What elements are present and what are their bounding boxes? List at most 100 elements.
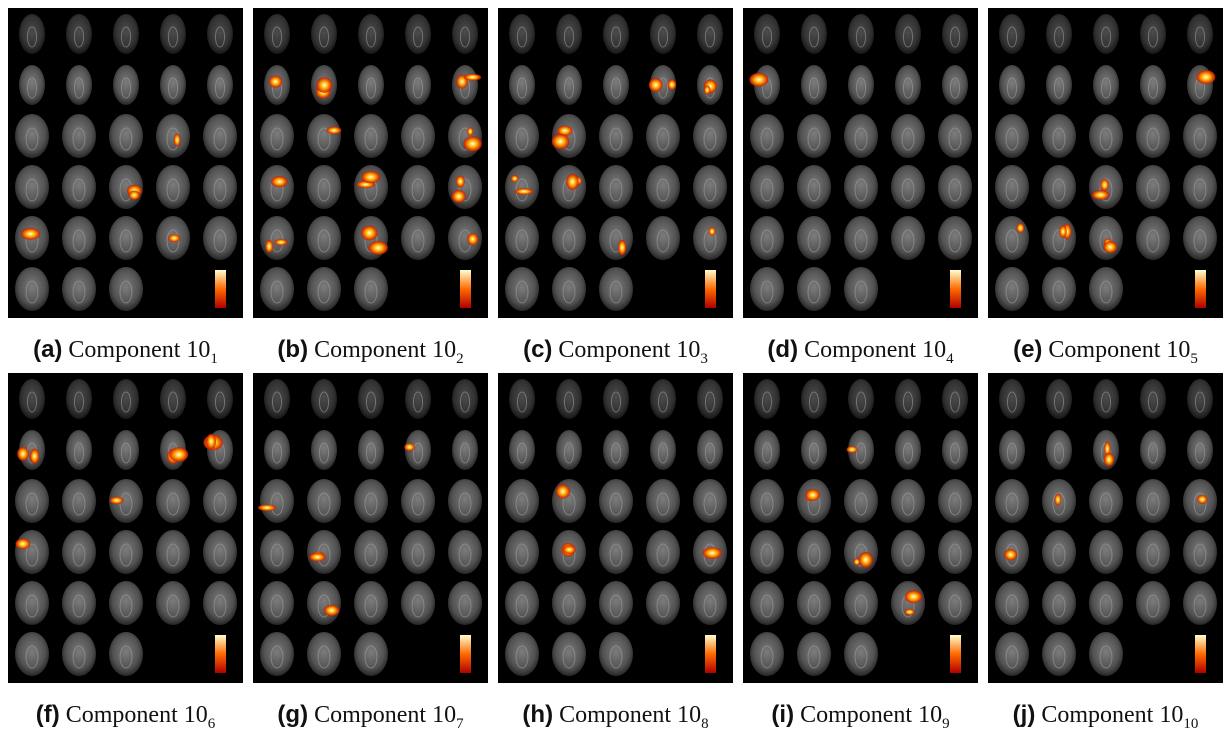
brain-slice — [15, 581, 49, 625]
brain-slice — [354, 581, 388, 625]
brain-slice — [113, 430, 139, 470]
brain-slice — [401, 114, 435, 158]
brain-slice — [750, 479, 784, 523]
brain-slice — [603, 14, 629, 54]
brain-slice — [15, 267, 49, 311]
brain-slice — [599, 267, 633, 311]
activation — [456, 176, 465, 188]
activation — [618, 240, 626, 255]
brain-slice — [260, 479, 294, 523]
brain-slice — [999, 65, 1025, 105]
activation — [805, 489, 820, 501]
brain-slice — [1136, 479, 1170, 523]
panel-image — [743, 8, 978, 318]
activation — [1103, 241, 1117, 253]
brain-slice — [1140, 430, 1166, 470]
brain-slice — [109, 114, 143, 158]
brain-slice — [113, 379, 139, 419]
brain-slice — [307, 479, 341, 523]
brain-slice — [505, 530, 539, 574]
brain-slice — [66, 379, 92, 419]
colorbar — [460, 270, 471, 308]
brain-slice — [844, 530, 878, 574]
activation — [129, 190, 140, 199]
brain-slice — [1046, 65, 1072, 105]
activation — [905, 590, 922, 603]
activation — [649, 78, 663, 92]
activation — [369, 241, 388, 255]
brain-slice — [646, 165, 680, 209]
panel-image — [8, 373, 243, 683]
brain-slice — [354, 479, 388, 523]
brain-slice — [1136, 114, 1170, 158]
brain-slice — [599, 114, 633, 158]
brain-slice — [448, 114, 482, 158]
brain-slice — [995, 267, 1029, 311]
activation — [110, 497, 124, 504]
brain-slice — [19, 379, 45, 419]
brain-slice — [1136, 581, 1170, 625]
brain-slice — [203, 114, 237, 158]
brain-slice — [750, 165, 784, 209]
brain-slice — [895, 14, 921, 54]
brain-slice — [1183, 530, 1217, 574]
brain-slice — [693, 165, 727, 209]
brain-slice — [307, 114, 341, 158]
brain-slice — [891, 581, 925, 625]
brain-slice — [801, 65, 827, 105]
activation — [361, 226, 377, 241]
brain-slice — [156, 165, 190, 209]
brain-slice — [1042, 216, 1076, 260]
brain-slice — [942, 430, 968, 470]
activation — [552, 134, 570, 149]
brain-slice — [62, 114, 96, 158]
brain-slice — [995, 479, 1029, 523]
brain-slice — [797, 530, 831, 574]
brain-slice — [401, 479, 435, 523]
brain-slice — [599, 479, 633, 523]
brain-slice — [995, 216, 1029, 260]
brain-slice — [1042, 267, 1076, 311]
activation — [1016, 223, 1024, 233]
brain-slice — [797, 114, 831, 158]
caption-caption: Component 10 — [1048, 337, 1190, 363]
activation — [404, 443, 415, 451]
activation — [704, 86, 710, 95]
panel-image — [988, 8, 1223, 318]
brain-slice — [603, 65, 629, 105]
brain-slice — [895, 379, 921, 419]
brain-slice — [1140, 14, 1166, 54]
activation — [21, 228, 40, 240]
brain-slice — [358, 430, 384, 470]
activation — [1197, 70, 1216, 84]
colorbar — [1195, 270, 1206, 308]
panel-image — [498, 8, 733, 318]
brain-slice — [62, 479, 96, 523]
brain-slice — [203, 530, 237, 574]
caption-subscript: 9 — [942, 716, 950, 732]
brain-slice — [307, 267, 341, 311]
brain-slice — [448, 581, 482, 625]
brain-slice — [556, 379, 582, 419]
brain-slice — [509, 14, 535, 54]
brain-slice — [452, 430, 478, 470]
brain-slice — [311, 379, 337, 419]
brain-slice — [509, 379, 535, 419]
brain-slice — [693, 114, 727, 158]
brain-slice — [552, 632, 586, 676]
activation — [206, 434, 216, 449]
caption-label: (a) — [33, 336, 62, 363]
brain-slice — [260, 632, 294, 676]
brain-slice — [697, 379, 723, 419]
brain-slice — [556, 430, 582, 470]
brain-slice — [1089, 267, 1123, 311]
activation — [556, 484, 570, 498]
panel-image — [988, 373, 1223, 683]
brain-slice — [19, 14, 45, 54]
caption-subscript: 8 — [701, 716, 709, 732]
caption-subscript: 7 — [456, 716, 464, 732]
brain-slice — [264, 430, 290, 470]
brain-slice — [1089, 479, 1123, 523]
brain-slice — [650, 430, 676, 470]
brain-slice — [603, 379, 629, 419]
